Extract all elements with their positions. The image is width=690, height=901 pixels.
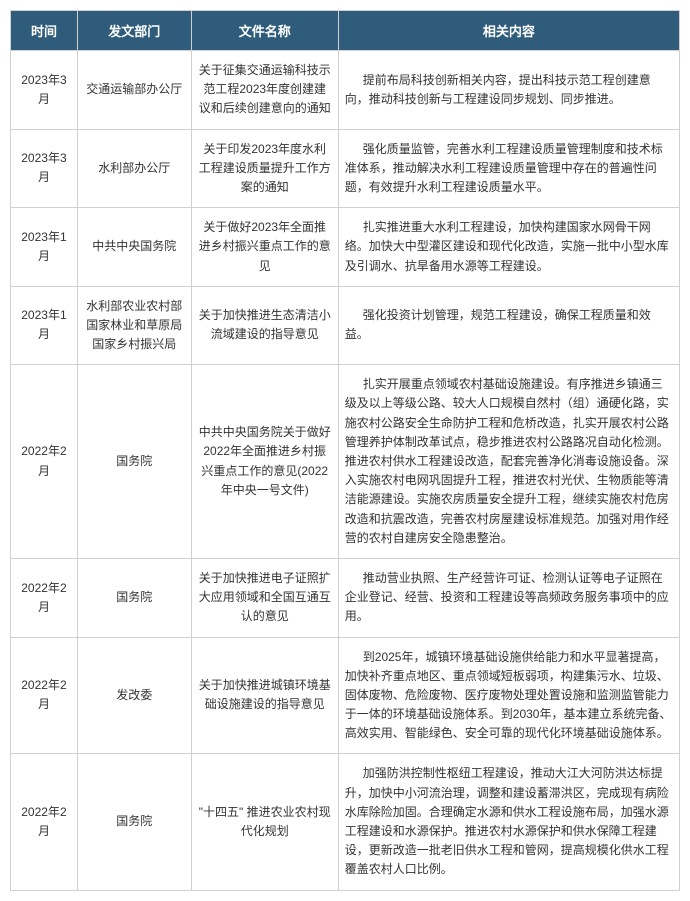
table-row: 2022年2月国务院关于加快推进电子证照扩大应用领域和全国互通互认的意见推动营业… (11, 558, 680, 637)
cell-department: 水利部农业农村部国家林业和草原局国家乡村振兴局 (77, 286, 191, 365)
table-row: 2023年3月水利部办公厅关于印发2023年度水利工程建设质量提升工作方案的通知… (11, 129, 680, 208)
table-row: 2022年2月国务院"十四五" 推进农业农村现代化规划加强防洪控制性枢纽工程建设… (11, 754, 680, 890)
cell-time: 2023年3月 (11, 51, 78, 130)
cell-time: 2022年2月 (11, 754, 78, 890)
table-row: 2022年2月发改委关于加快推进城镇环境基础设施建设的指导意见到2025年，城镇… (11, 637, 680, 754)
cell-department: 交通运输部办公厅 (77, 51, 191, 130)
cell-time: 2022年2月 (11, 558, 78, 637)
cell-filename: 关于加快推进生态清洁小流域建设的指导意见 (191, 286, 338, 365)
cell-filename: 关于加快推进城镇环境基础设施建设的指导意见 (191, 637, 338, 754)
cell-content: 扎实开展重点领域农村基础设施建设。有序推进乡镇通三级及以上等级公路、较大人口规模… (338, 365, 679, 559)
cell-department: 国务院 (77, 754, 191, 890)
cell-content: 强化投资计划管理，规范工程建设，确保工程质量和效益。 (338, 286, 679, 365)
cell-filename: "十四五" 推进农业农村现代化规划 (191, 754, 338, 890)
cell-filename: 关于做好2023年全面推进乡村振兴重点工作的意见 (191, 208, 338, 287)
table-body: 2023年3月交通运输部办公厅关于征集交通运输科技示范工程2023年度创建建议和… (11, 51, 680, 891)
cell-content: 提前布局科技创新相关内容，提出科技示范工程创建意向，推动科技创新与工程建设同步规… (338, 51, 679, 130)
table-row: 2023年1月中共中央国务院关于做好2023年全面推进乡村振兴重点工作的意见扎实… (11, 208, 680, 287)
table-row: 2023年3月交通运输部办公厅关于征集交通运输科技示范工程2023年度创建建议和… (11, 51, 680, 130)
cell-department: 水利部办公厅 (77, 129, 191, 208)
cell-content: 扎实推进重大水利工程建设，加快构建国家水网骨干网络。加快大中型灌区建设和现代化改… (338, 208, 679, 287)
cell-filename: 关于印发2023年度水利工程建设质量提升工作方案的通知 (191, 129, 338, 208)
cell-content: 加强防洪控制性枢纽工程建设，推动大江大河防洪达标提升，加快中小河流治理，调整和建… (338, 754, 679, 890)
cell-time: 2022年2月 (11, 365, 78, 559)
header-content: 相关内容 (338, 11, 679, 51)
header-department: 发文部门 (77, 11, 191, 51)
cell-time: 2023年1月 (11, 286, 78, 365)
cell-content: 推动营业执照、生产经营许可证、检测认证等电子证照在企业登记、经营、投资和工程建设… (338, 558, 679, 637)
table-header: 时间 发文部门 文件名称 相关内容 (11, 11, 680, 51)
cell-time: 2022年2月 (11, 637, 78, 754)
policy-table: 时间 发文部门 文件名称 相关内容 2023年3月交通运输部办公厅关于征集交通运… (10, 10, 680, 891)
cell-department: 国务院 (77, 558, 191, 637)
cell-filename: 关于征集交通运输科技示范工程2023年度创建建议和后续创建意向的通知 (191, 51, 338, 130)
table-row: 2023年1月水利部农业农村部国家林业和草原局国家乡村振兴局关于加快推进生态清洁… (11, 286, 680, 365)
cell-filename: 关于加快推进电子证照扩大应用领域和全国互通互认的意见 (191, 558, 338, 637)
header-filename: 文件名称 (191, 11, 338, 51)
cell-department: 中共中央国务院 (77, 208, 191, 287)
cell-time: 2023年3月 (11, 129, 78, 208)
cell-time: 2023年1月 (11, 208, 78, 287)
cell-department: 国务院 (77, 365, 191, 559)
cell-department: 发改委 (77, 637, 191, 754)
cell-content: 强化质量监管，完善水利工程建设质量管理制度和技术标准体系，推动解决水利工程建设质… (338, 129, 679, 208)
cell-filename: 中共中央国务院关于做好2022年全面推进乡村振兴重点工作的意见(2022年中央一… (191, 365, 338, 559)
table-row: 2022年2月国务院中共中央国务院关于做好2022年全面推进乡村振兴重点工作的意… (11, 365, 680, 559)
cell-content: 到2025年，城镇环境基础设施供给能力和水平显著提高，加快补齐重点地区、重点领域… (338, 637, 679, 754)
header-time: 时间 (11, 11, 78, 51)
